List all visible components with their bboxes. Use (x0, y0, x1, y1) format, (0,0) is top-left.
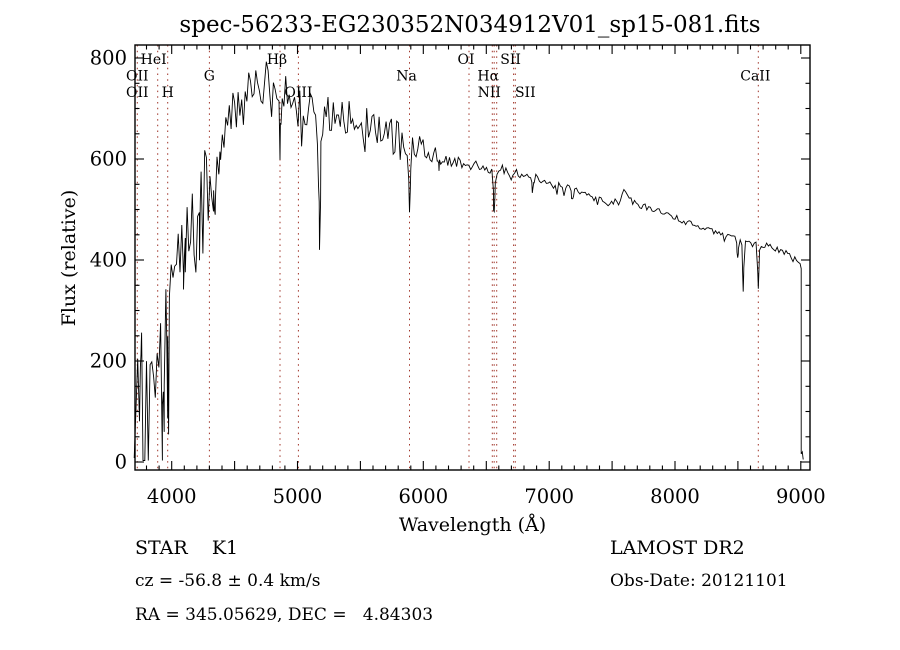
ra-dec-value: RA = 345.05629, DEC = 4.84303 (135, 605, 434, 625)
svg-text:Hα: Hα (477, 69, 499, 85)
svg-text:7000: 7000 (524, 485, 574, 508)
survey-release-label: LAMOST DR2 (610, 537, 745, 559)
svg-text:9000: 9000 (776, 485, 826, 508)
obs-date-value: Obs-Date: 20121101 (610, 571, 788, 591)
svg-text:SII: SII (500, 52, 521, 68)
svg-text:4000: 4000 (147, 485, 197, 508)
object-class-label: STAR K1 (135, 537, 239, 559)
page-title: spec-56233-EG230352N034912V01_sp15-081.f… (179, 12, 761, 38)
svg-text:H: H (162, 85, 174, 101)
svg-text:5000: 5000 (273, 485, 323, 508)
svg-text:800: 800 (90, 47, 127, 70)
svg-text:OIII: OIII (284, 85, 312, 101)
svg-text:8000: 8000 (650, 485, 700, 508)
svg-text:SII: SII (515, 85, 536, 101)
svg-text:200: 200 (90, 350, 127, 373)
cz-value: cz = -56.8 ± 0.4 km/s (135, 571, 321, 591)
svg-text:NII: NII (478, 85, 501, 101)
svg-text:600: 600 (90, 148, 127, 171)
svg-text:400: 400 (90, 249, 127, 272)
x-axis-label: Wavelength (Å) (398, 514, 547, 536)
svg-text:6000: 6000 (398, 485, 448, 508)
svg-text:CaII: CaII (740, 69, 770, 85)
svg-text:OII: OII (126, 69, 149, 85)
y-axis-label: Flux (relative) (58, 189, 80, 327)
svg-text:G: G (204, 69, 215, 85)
svg-text:0: 0 (115, 451, 127, 474)
svg-text:Hβ: Hβ (267, 52, 287, 68)
svg-text:Na: Na (396, 69, 417, 85)
svg-text:OI: OI (457, 52, 474, 68)
svg-text:HeI: HeI (141, 52, 167, 68)
svg-text:OII: OII (126, 85, 149, 101)
